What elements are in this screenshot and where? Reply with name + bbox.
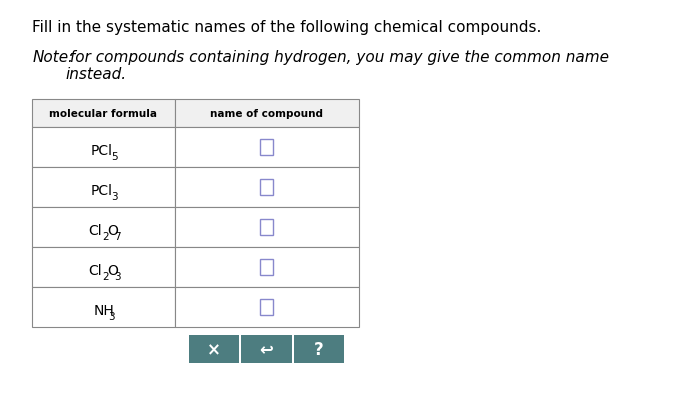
Bar bbox=[32, 207, 175, 247]
Text: ×: × bbox=[207, 340, 221, 358]
Text: molecular formula: molecular formula bbox=[50, 109, 158, 119]
Bar bbox=[189, 335, 239, 363]
Text: NH: NH bbox=[94, 303, 115, 317]
Text: 7: 7 bbox=[114, 231, 120, 242]
Text: name of compound: name of compound bbox=[210, 109, 323, 119]
Bar bbox=[32, 100, 175, 128]
Bar bbox=[260, 219, 273, 235]
Bar bbox=[260, 259, 273, 275]
Text: 5: 5 bbox=[111, 152, 118, 161]
Bar bbox=[175, 100, 358, 128]
Bar bbox=[32, 168, 175, 207]
Text: Cl: Cl bbox=[88, 263, 102, 277]
Text: for compounds containing hydrogen, you may give the common name
instead.: for compounds containing hydrogen, you m… bbox=[65, 50, 609, 82]
Text: 3: 3 bbox=[111, 192, 118, 202]
Text: ↩: ↩ bbox=[260, 340, 274, 358]
Bar bbox=[175, 247, 358, 287]
Bar bbox=[175, 128, 358, 168]
Bar bbox=[294, 335, 344, 363]
Text: 2: 2 bbox=[102, 231, 108, 242]
Bar bbox=[32, 247, 175, 287]
Bar bbox=[175, 168, 358, 207]
Text: O: O bbox=[107, 223, 118, 237]
Text: Fill in the systematic names of the following chemical compounds.: Fill in the systematic names of the foll… bbox=[32, 20, 542, 35]
Bar bbox=[260, 180, 273, 195]
Text: 3: 3 bbox=[108, 311, 114, 321]
Bar bbox=[32, 128, 175, 168]
Bar bbox=[260, 299, 273, 315]
Bar bbox=[32, 287, 175, 327]
Text: 2: 2 bbox=[102, 271, 108, 281]
Bar bbox=[260, 140, 273, 156]
Bar bbox=[241, 335, 292, 363]
Text: 3: 3 bbox=[114, 271, 120, 281]
Text: Cl: Cl bbox=[88, 223, 102, 237]
Text: PCl: PCl bbox=[90, 183, 113, 197]
Text: PCl: PCl bbox=[90, 144, 113, 158]
Text: ?: ? bbox=[314, 340, 324, 358]
Text: O: O bbox=[107, 263, 118, 277]
Text: Note:: Note: bbox=[32, 50, 74, 65]
Bar bbox=[175, 207, 358, 247]
Bar bbox=[175, 287, 358, 327]
